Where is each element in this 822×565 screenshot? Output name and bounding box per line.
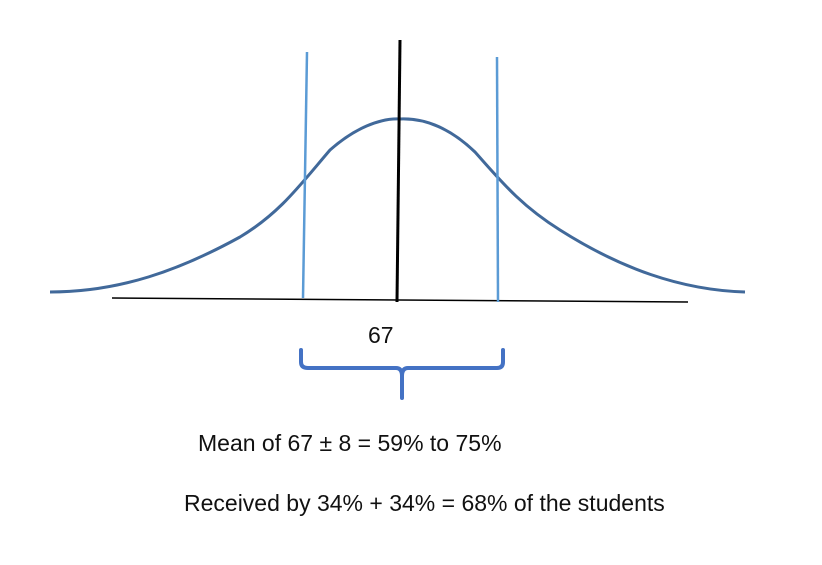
range-bracket bbox=[299, 348, 505, 400]
mean-line bbox=[395, 39, 402, 303]
upper-bound-line bbox=[495, 56, 500, 303]
percentage-caption: Received by 34% + 34% = 68% of the stude… bbox=[184, 490, 665, 516]
mean-value-label: 67 bbox=[368, 322, 394, 348]
range-caption: Mean of 67 ± 8 = 59% to 75% bbox=[198, 430, 502, 456]
lower-bound-line bbox=[301, 51, 309, 299]
baseline bbox=[111, 297, 689, 303]
